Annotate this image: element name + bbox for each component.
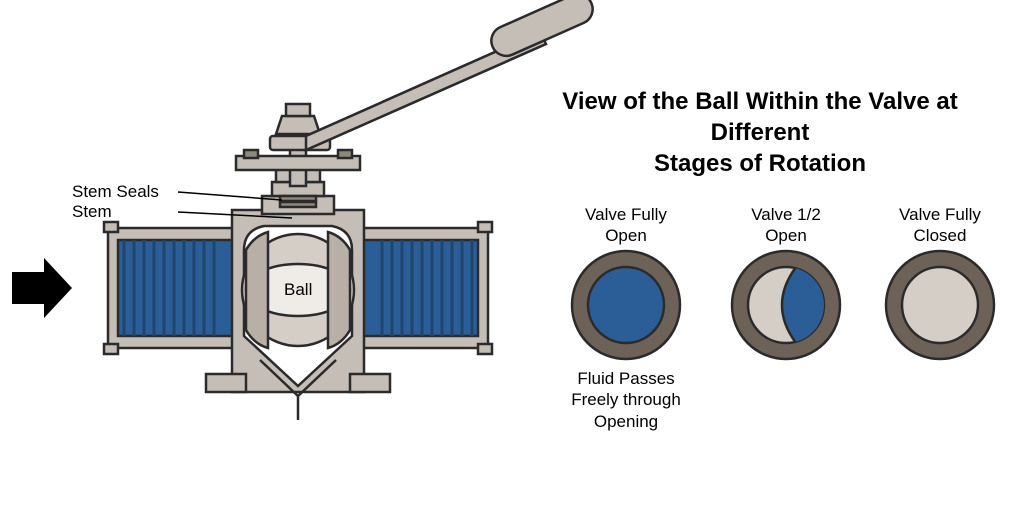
state-open-label: Valve FullyOpen (566, 204, 686, 247)
state-closed-label: Valve FullyClosed (880, 204, 1000, 247)
state-open-caption: Fluid Passes Freely through Opening (556, 368, 696, 432)
label-ball: Ball (284, 280, 312, 300)
valve-body (104, 0, 597, 420)
diagram-title: View of the Ball Within the Valve at Dif… (520, 86, 1000, 180)
label-stem-seals: Stem Seals (72, 182, 159, 202)
flow-arrow-icon (12, 258, 72, 318)
state-half-label: Valve 1/2Open (726, 204, 846, 247)
rotation-states (572, 251, 994, 359)
valve-diagram (0, 0, 1024, 512)
label-stem: Stem (72, 202, 112, 222)
